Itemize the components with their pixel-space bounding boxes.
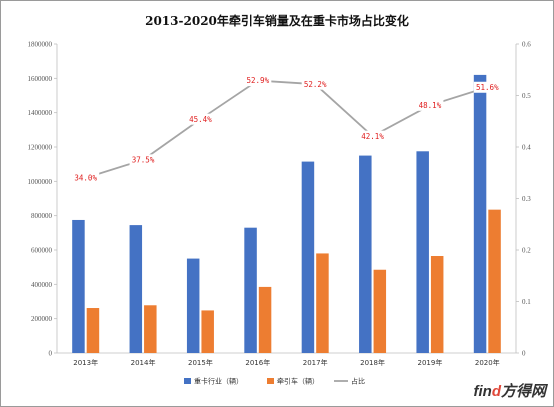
y2-tick-label: 0.5 [522, 92, 531, 100]
y-tick-label: 0 [49, 350, 53, 358]
y2-tick-label: 0.2 [522, 247, 531, 255]
watermark-logo: find方得网 [473, 383, 546, 400]
legend-label: 重卡行业（辆） [194, 377, 243, 386]
data-label: 52.2% [304, 80, 327, 89]
legend-label: 牵引车（辆） [277, 377, 319, 386]
data-label-bg [416, 99, 444, 111]
data-label: 45.4% [189, 115, 212, 124]
y2-tick-label: 0.4 [522, 144, 531, 152]
y-tick-label: 1600000 [28, 75, 53, 83]
bar-tractor [373, 269, 387, 353]
bar-tractor [201, 310, 214, 353]
chart-title: 2013-2020年牵引车销量及在重卡市场占比变化 [145, 14, 409, 28]
y-tick-label: 1000000 [28, 178, 53, 186]
data-label-bg [359, 130, 387, 142]
y2-tick-label: 0.1 [522, 298, 531, 306]
bar-tractor [258, 286, 272, 353]
x-tick-label: 2019年 [418, 358, 443, 367]
data-label: 34.0% [74, 174, 97, 183]
y2-tick-label: 0 [522, 350, 526, 358]
x-tick-label: 2014年 [131, 358, 156, 367]
data-label-bg [301, 78, 329, 90]
x-tick-label: 2017年 [303, 358, 328, 367]
data-label: 42.1% [361, 132, 384, 141]
bar-heavy-truck [244, 227, 257, 353]
data-label: 51.6% [476, 83, 499, 92]
bar-tractor [430, 256, 444, 353]
bar-heavy-truck [416, 151, 429, 353]
y2-tick-label: 0.3 [522, 195, 531, 203]
y-tick-label: 600000 [31, 247, 53, 255]
x-tick-label: 2018年 [360, 358, 385, 367]
data-label-bg [473, 81, 501, 93]
x-tick-label: 2016年 [245, 358, 270, 367]
legend-swatch [267, 378, 274, 384]
x-tick-label: 2015年 [188, 358, 213, 367]
bar-heavy-truck [72, 219, 85, 353]
y-tick-label: 400000 [31, 281, 53, 289]
y-tick-label: 1800000 [28, 41, 53, 49]
x-tick-label: 2020年 [475, 358, 500, 367]
bar-tractor [488, 209, 501, 353]
y-tick-label: 200000 [31, 315, 53, 323]
bar-heavy-truck [301, 161, 315, 353]
data-label-bg [129, 154, 157, 166]
bar-heavy-truck [359, 155, 372, 353]
data-label-bg [72, 172, 100, 184]
legend-swatch [184, 378, 191, 384]
bar-heavy-truck [473, 74, 487, 354]
bar-heavy-truck [186, 258, 200, 353]
y-tick-label: 800000 [31, 212, 53, 220]
legend-label: 占比 [351, 377, 365, 386]
data-label-bg [186, 113, 214, 125]
bar-tractor [144, 305, 157, 353]
bar-tractor [316, 253, 329, 353]
data-label-bg [244, 75, 272, 87]
bar-tractor [86, 308, 100, 353]
bar-heavy-truck [129, 225, 143, 353]
y-tick-label: 1400000 [28, 109, 53, 117]
data-label: 48.1% [419, 101, 442, 110]
x-tick-label: 2013年 [73, 358, 98, 367]
y2-tick-label: 0.6 [522, 41, 531, 49]
data-label: 52.9% [247, 76, 270, 85]
y-tick-label: 1200000 [28, 144, 53, 152]
data-label: 37.5% [132, 155, 155, 164]
